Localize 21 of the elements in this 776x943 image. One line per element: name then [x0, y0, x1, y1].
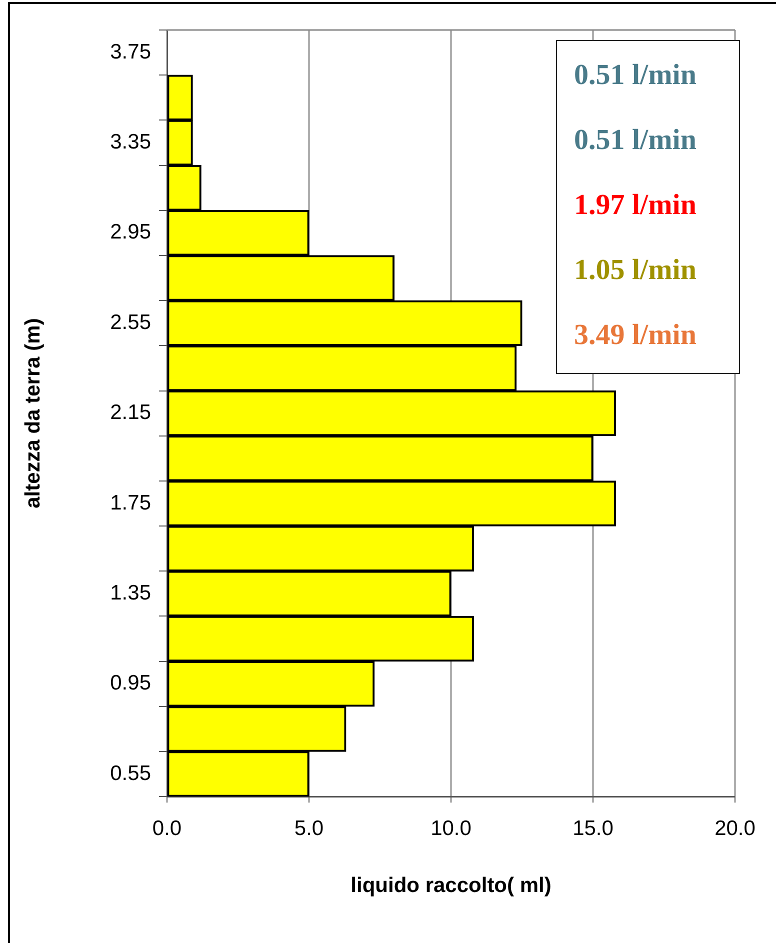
x-axis-title: liquido raccolto( ml) [350, 874, 552, 898]
y-tick-label: 2.55 [110, 310, 151, 334]
annotation: 3.49 l/min [573, 318, 698, 353]
annotation: 1.05 l/min [573, 253, 698, 288]
annotation: 0.51 l/min [573, 58, 698, 93]
y-tick-label: 3.75 [110, 40, 151, 64]
y-tick-label: 2.15 [110, 401, 151, 424]
y-axis-title: altezza da terra (m) [21, 318, 44, 508]
annotation: 0.51 l/min [573, 123, 698, 158]
x-tick-label: 20.0 [714, 816, 756, 840]
y-tick-label: 2.95 [110, 220, 151, 244]
y-tick-label: 1.75 [110, 491, 151, 514]
x-tick-label: 10.0 [430, 816, 472, 840]
x-tick-label: 0.0 [152, 816, 182, 840]
annotation: 1.97 l/min [573, 188, 698, 223]
x-tick-label: 5.0 [294, 816, 324, 840]
y-tick-label: 0.95 [110, 672, 151, 695]
y-tick-label: 3.35 [110, 130, 151, 154]
y-tick-label: 0.55 [110, 762, 151, 785]
x-tick-label: 15.0 [572, 816, 614, 840]
y-tick-label: 1.35 [110, 581, 151, 604]
